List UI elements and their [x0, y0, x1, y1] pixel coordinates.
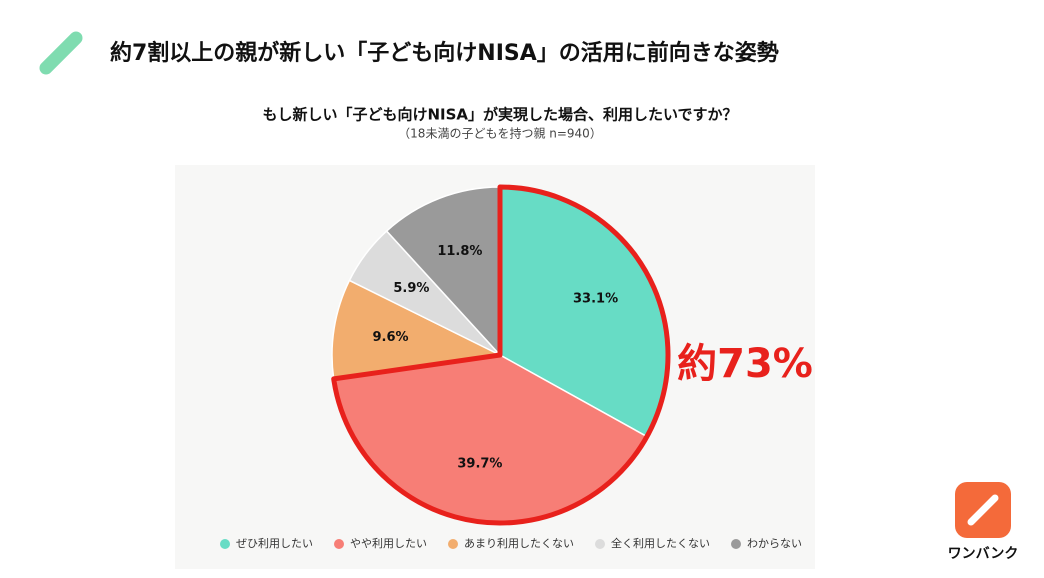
legend-marker — [220, 539, 230, 549]
legend: ぜひ利用したい やや利用したい あまり利用したくない 全く利用したくない わからない — [220, 536, 802, 550]
legend-marker — [448, 539, 458, 549]
data-label: 39.7% — [457, 457, 502, 472]
data-label: 9.6% — [372, 330, 408, 345]
legend-label: やや利用したい — [350, 537, 427, 550]
data-label: 33.1% — [573, 291, 618, 306]
legend-label: あまり利用したくない — [464, 537, 574, 550]
chart-subtitle: （18未満の子どもを持つ親 n=940） — [398, 126, 602, 141]
legend-marker — [334, 539, 344, 549]
highlight-outline — [331, 184, 671, 526]
data-label: 5.9% — [393, 281, 429, 296]
brand-logo-mark — [967, 494, 999, 526]
legend-marker — [731, 539, 741, 549]
header-icon — [39, 31, 83, 75]
chart-title: もし新しい「子ども向けNISA」が実現した場合、利用したいですか？ — [262, 106, 737, 124]
pie-slice — [385, 186, 501, 357]
legend-label: わからない — [747, 537, 802, 550]
legend-label: 全く利用したくない — [611, 536, 710, 550]
annotation: 約73% — [677, 341, 813, 387]
legend-marker — [595, 539, 605, 549]
data-label: 11.8% — [437, 244, 482, 259]
slide-title: 約7割以上の親が新しい「子ども向けNISA」の活用に前向きな姿勢 — [110, 40, 779, 66]
pie-slice — [331, 279, 503, 380]
legend-label: ぜひ利用したい — [236, 537, 313, 550]
pie: 33.1% 39.7% 9.6% 5.9% 11.8% 約73% — [331, 184, 813, 526]
brand-name: ワンバンク — [948, 546, 1019, 562]
